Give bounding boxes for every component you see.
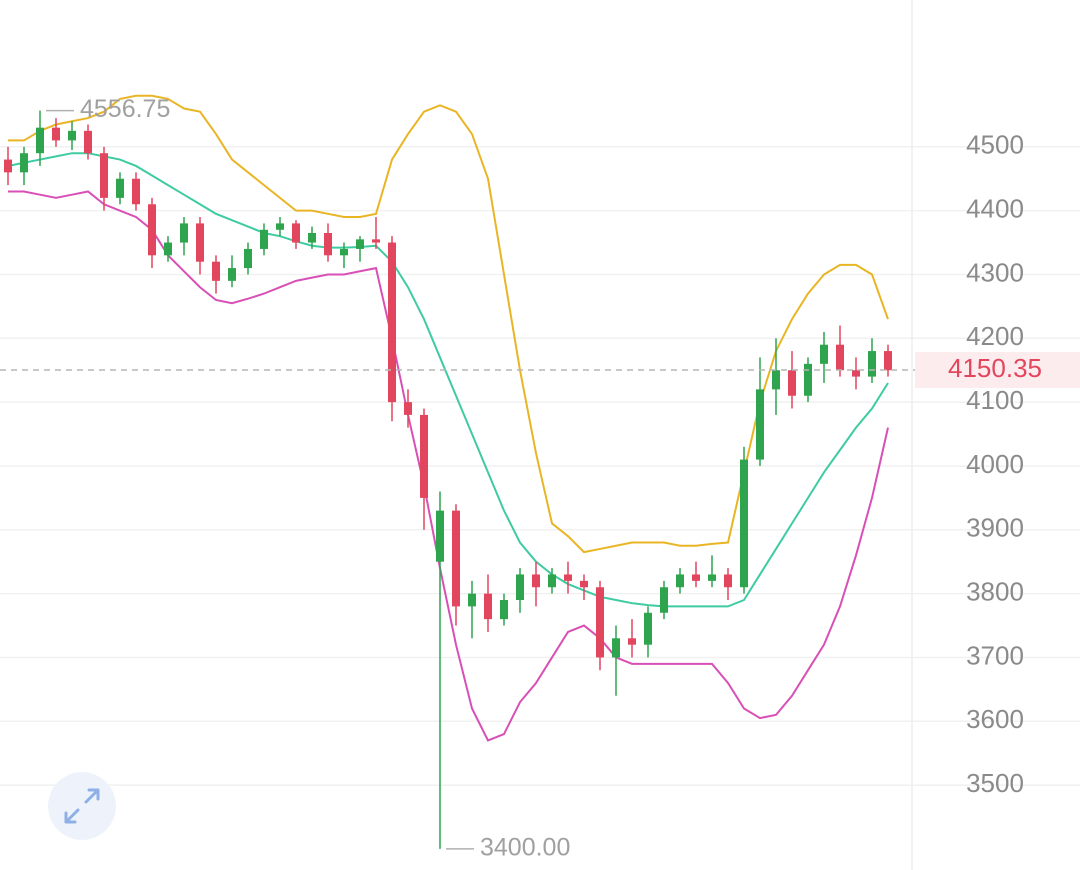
candle-body [468, 593, 476, 607]
candle-body [644, 612, 652, 645]
candle-body [612, 638, 620, 658]
band-line [8, 94, 889, 554]
candle-body [196, 223, 204, 262]
expand-button-bg[interactable] [48, 772, 116, 840]
candle-body [788, 370, 796, 396]
annotation-label: 4556.75 [80, 95, 170, 123]
candle-body [180, 223, 188, 243]
expand-button[interactable] [48, 772, 116, 840]
y-tick-label: 3600 [966, 704, 1024, 734]
candle-body [884, 351, 892, 371]
candle-body [436, 510, 444, 562]
candle-body [276, 223, 284, 230]
band-line [7, 152, 889, 608]
candle-body [308, 232, 316, 243]
candle-body [772, 370, 780, 390]
candle-body [628, 638, 636, 645]
candle-body [84, 130, 92, 154]
candle-body [740, 459, 748, 588]
current-price-badge [915, 351, 1080, 388]
candle-body [372, 239, 380, 243]
candle-body [708, 574, 716, 581]
candle-body [404, 402, 412, 415]
candle-body [692, 574, 700, 581]
y-tick-label: 4500 [966, 130, 1024, 160]
y-tick-label: 3500 [966, 768, 1024, 798]
y-tick-label: 3700 [966, 640, 1024, 670]
candle-body [724, 574, 732, 588]
y-tick-label: 3900 [966, 513, 1024, 543]
candle-body [484, 593, 492, 620]
candle-body [500, 600, 508, 620]
candle-body [244, 248, 252, 269]
y-tick-label: 4100 [966, 385, 1024, 415]
candle-body [340, 248, 348, 256]
candle-body [820, 344, 828, 364]
candle-body [36, 127, 44, 154]
candle-body [68, 130, 76, 141]
candle-body [260, 229, 268, 249]
annotation-label: 3400.00 [480, 834, 570, 862]
y-tick-label: 4200 [966, 321, 1024, 351]
candle-body [292, 223, 300, 243]
candle-body [516, 574, 524, 600]
candle-body [148, 204, 156, 256]
candle-body [660, 587, 668, 613]
y-tick-label: 4300 [966, 257, 1024, 287]
candle-body [532, 574, 540, 588]
y-tick-label: 4400 [966, 194, 1024, 224]
candle-body [4, 159, 12, 173]
candle-body [868, 351, 876, 377]
candle-body [324, 232, 332, 256]
candle-body [100, 153, 108, 198]
candle-body [20, 153, 28, 173]
candle-body [420, 414, 428, 498]
candle-body [452, 510, 460, 607]
candle-body [388, 242, 396, 403]
candle-body [116, 178, 124, 198]
candle-body [564, 574, 572, 581]
candle-body [836, 344, 844, 371]
candle-body [52, 127, 60, 141]
candle-body [676, 574, 684, 588]
candle-body [804, 363, 812, 396]
candle-body [852, 370, 860, 377]
candle-body [596, 587, 604, 658]
candle-body [356, 239, 364, 249]
candle-body [228, 268, 236, 281]
candle-body [212, 261, 220, 281]
y-tick-label: 3800 [966, 576, 1024, 606]
candle-body [132, 178, 140, 205]
current-price-label: 4150.35 [948, 353, 1042, 383]
y-tick-label: 4000 [966, 449, 1024, 479]
candle-body [164, 242, 172, 256]
candle-body [756, 389, 764, 460]
candle-body [580, 580, 588, 588]
candle-body [548, 574, 556, 588]
expand-icon[interactable] [64, 788, 100, 824]
